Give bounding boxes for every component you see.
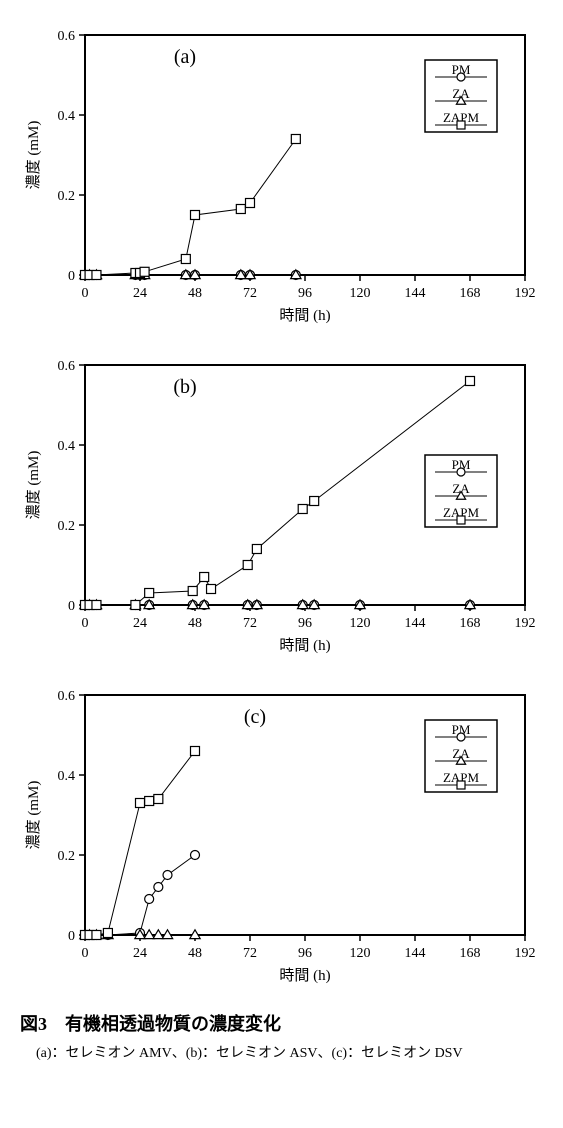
caption-title: 図3 有機相透過物質の濃度変化: [20, 1010, 543, 1036]
svg-text:濃度 (mM): 濃度 (mM): [25, 121, 42, 190]
svg-text:168: 168: [460, 946, 481, 961]
svg-text:0: 0: [82, 286, 89, 301]
svg-text:(a): (a): [174, 46, 196, 68]
svg-text:0: 0: [68, 599, 75, 614]
svg-text:48: 48: [188, 616, 202, 631]
svg-text:120: 120: [350, 286, 371, 301]
svg-text:72: 72: [243, 286, 257, 301]
svg-text:時間 (h): 時間 (h): [279, 637, 330, 654]
chart-a: 0 24 48 72 96 120 144 168 192 0 0.2 0.4 0.6 時間 (h) 濃度 …: [20, 20, 540, 330]
svg-text:96: 96: [298, 616, 312, 631]
svg-text:0: 0: [68, 269, 75, 284]
svg-text:0: 0: [68, 929, 75, 944]
svg-text:0.2: 0.2: [58, 189, 76, 204]
svg-text:0: 0: [82, 616, 89, 631]
svg-text:120: 120: [350, 946, 371, 961]
svg-text:0.4: 0.4: [58, 439, 76, 454]
svg-text:96: 96: [298, 946, 312, 961]
svg-text:192: 192: [515, 946, 536, 961]
svg-text:72: 72: [243, 616, 257, 631]
svg-text:濃度 (mM): 濃度 (mM): [25, 451, 42, 520]
svg-text:0.2: 0.2: [58, 849, 76, 864]
chart-b: 0 24 48 72 96 120 144 168 192 0 0.2 0.4 0.6 時間 (h) 濃度 …: [20, 350, 540, 660]
svg-text:0.6: 0.6: [58, 359, 76, 374]
figure-caption: 図3 有機相透過物質の濃度変化 (a)：セレミオン AMV、(b)：セレミオン …: [20, 1010, 543, 1062]
svg-text:192: 192: [515, 286, 536, 301]
svg-text:192: 192: [515, 616, 536, 631]
svg-text:48: 48: [188, 946, 202, 961]
svg-text:時間 (h): 時間 (h): [279, 307, 330, 324]
svg-text:144: 144: [405, 616, 426, 631]
caption-sub: (a)：セレミオン AMV、(b)：セレミオン ASV、(c)：セレミオン DS…: [20, 1042, 543, 1062]
chart-c: 0 24 48 72 96 120 144 168 192 0 0.2 0.4 0.6 時間 (h) 濃度 …: [20, 680, 540, 990]
svg-text:0: 0: [82, 946, 89, 961]
svg-text:0.4: 0.4: [58, 109, 76, 124]
svg-text:(b): (b): [173, 376, 196, 398]
svg-text:0.4: 0.4: [58, 769, 76, 784]
svg-text:0.6: 0.6: [58, 689, 76, 704]
svg-text:24: 24: [133, 946, 147, 961]
svg-text:168: 168: [460, 286, 481, 301]
svg-text:168: 168: [460, 616, 481, 631]
chart-panel-b: 0 24 48 72 96 120 144 168 192 0 0.2 0.4 0.6 時間 (h) 濃度 …: [20, 350, 543, 660]
svg-text:144: 144: [405, 286, 426, 301]
chart-panel-c: 0 24 48 72 96 120 144 168 192 0 0.2 0.4 0.6 時間 (h) 濃度 …: [20, 680, 543, 990]
svg-text:(c): (c): [244, 706, 266, 728]
svg-text:120: 120: [350, 616, 371, 631]
svg-text:72: 72: [243, 946, 257, 961]
svg-text:48: 48: [188, 286, 202, 301]
svg-text:24: 24: [133, 286, 147, 301]
svg-text:144: 144: [405, 946, 426, 961]
svg-text:96: 96: [298, 286, 312, 301]
svg-text:0.2: 0.2: [58, 519, 76, 534]
chart-panel-a: 0 24 48 72 96 120 144 168 192 0 0.2 0.4 0.6 時間 (h) 濃度 …: [20, 20, 543, 330]
svg-text:濃度 (mM): 濃度 (mM): [25, 781, 42, 850]
svg-text:24: 24: [133, 616, 147, 631]
svg-text:0.6: 0.6: [58, 29, 76, 44]
svg-text:時間 (h): 時間 (h): [279, 967, 330, 984]
